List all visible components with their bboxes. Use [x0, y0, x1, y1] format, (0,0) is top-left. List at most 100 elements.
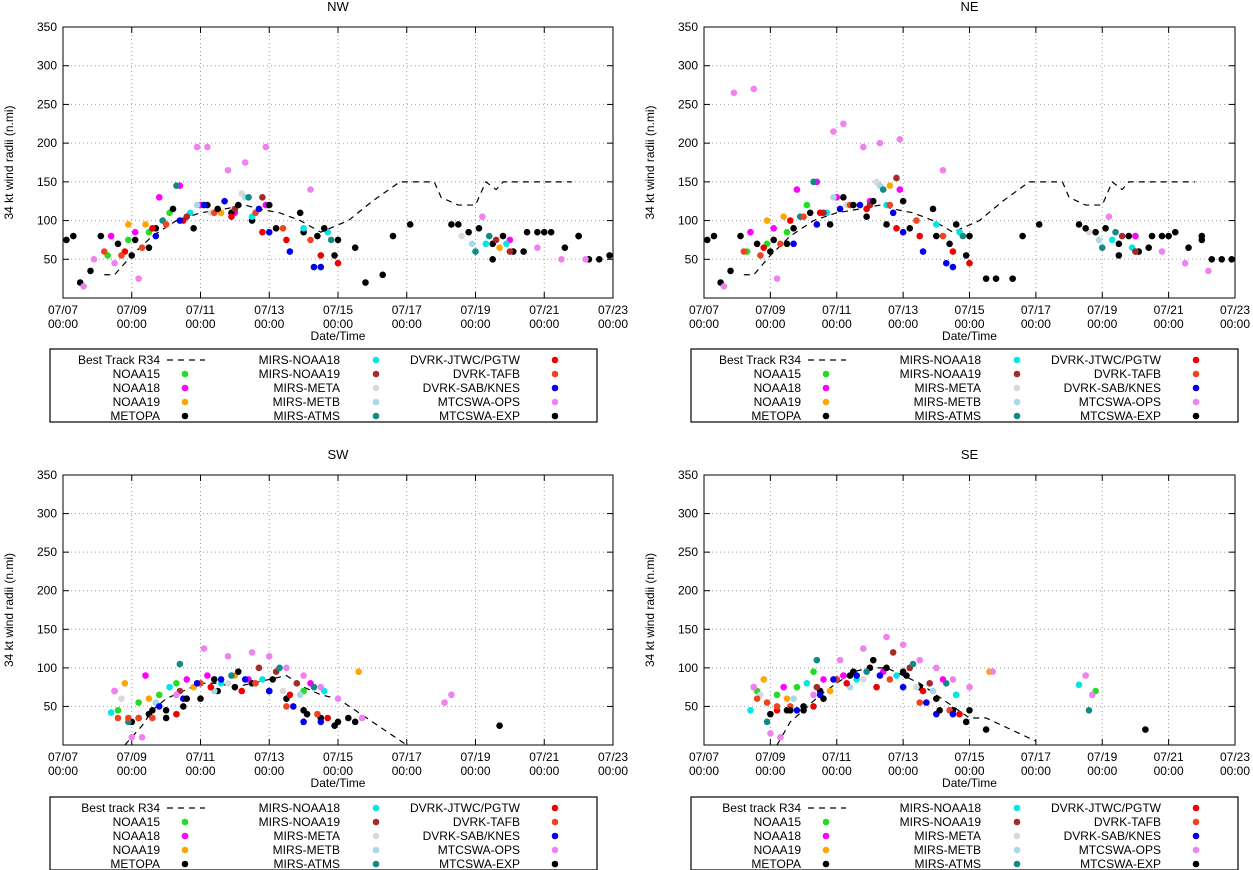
legend-swatch [1013, 398, 1021, 406]
data-point-dvrk-tafb [149, 714, 156, 722]
data-point-mtcswa-exp [87, 267, 94, 275]
plot-data [63, 143, 613, 290]
plot-data [747, 633, 1149, 745]
legend-swatch [372, 384, 380, 392]
data-point-mtcswa-exp [962, 718, 970, 726]
chart-panel-ne: NE5010015020025030035007/0700:0007/0900:… [643, 0, 1250, 423]
legend-swatch [372, 832, 380, 840]
x-tick-label: 07/21 [1154, 750, 1184, 764]
data-point-mtcswa-exp [1148, 232, 1156, 240]
data-point-dvrk-jtwc-pgtw [259, 228, 266, 236]
x-tick-label: 07/07 [48, 303, 78, 317]
legend-label: Best track R34 [81, 801, 160, 815]
data-point-metopa [1142, 726, 1149, 733]
data-point-dvrk-tafb [162, 221, 170, 228]
data-point-mtcswa-ops [90, 255, 98, 263]
data-point-metopa [1158, 232, 1166, 240]
data-point-mtcswa-exp [936, 706, 943, 714]
data-point-dvrk-sab-knes [949, 263, 957, 271]
data-point-mtcswa-ops [1082, 672, 1089, 679]
legend-label: MTCSWA-EXP [1080, 857, 1161, 870]
data-point-dvrk-tafb [916, 699, 924, 706]
data-point-dvrk-sab-knes [793, 706, 801, 714]
data-point-mtcswa-ops [750, 683, 758, 691]
data-point-dvrk-jtwc-pgtw [843, 679, 851, 687]
y-tick-label: 250 [37, 97, 57, 111]
data-point-mtcswa-exp [786, 706, 794, 714]
data-point-metopa [840, 194, 847, 201]
legend-swatch [1192, 846, 1200, 854]
x-tick-sublabel: 00:00 [1154, 317, 1184, 331]
data-point-dvrk-sab-knes [241, 676, 249, 683]
data-point-mtcswa-ops [1088, 691, 1096, 699]
data-point-metopa [345, 714, 352, 722]
data-point-noaa18 [142, 672, 149, 679]
legend-label: METOPA [751, 409, 801, 423]
legend-label: MIRS-META [274, 381, 340, 395]
x-tick-label: 07/17 [1021, 303, 1051, 317]
data-point-dvrk-jtwc-pgtw [810, 703, 817, 710]
data-point-noaa19 [886, 182, 894, 190]
data-point-mtcswa-exp [303, 710, 311, 718]
y-tick-label: 250 [678, 545, 698, 559]
data-point-metopa [465, 228, 472, 236]
data-point-mtcswa-ops [479, 213, 486, 220]
legend-swatch [1013, 384, 1021, 392]
legend-label: METOPA [110, 857, 160, 870]
legend-label: DVRK-JTWC/PGTW [1051, 801, 1162, 815]
data-point-mtcswa-exp [210, 676, 218, 683]
data-point-mtcswa-ops [1158, 248, 1166, 255]
legend-label: DVRK-SAB/KNES [1064, 829, 1161, 843]
data-point-mirs-noaa19 [813, 683, 821, 691]
data-point-dvrk-jtwc-pgtw [324, 714, 331, 722]
data-point-mtcswa-exp [903, 672, 910, 679]
data-point-mtcswa-ops [916, 656, 924, 664]
x-tick-label: 07/07 [689, 303, 719, 317]
data-point-mtcswa-exp [575, 232, 582, 240]
x-tick-sublabel: 00:00 [689, 764, 719, 778]
data-point-mtcswa-ops [138, 733, 146, 741]
legend-label: MTCSWA-EXP [439, 857, 520, 870]
y-tick-label: 300 [678, 59, 698, 73]
legend-swatch [181, 370, 189, 378]
x-tick-sublabel: 00:00 [598, 317, 628, 331]
y-tick-label: 350 [678, 468, 698, 482]
data-point-mtcswa-exp [1165, 232, 1172, 240]
legend-label: NOAA15 [754, 815, 802, 829]
x-tick-sublabel: 00:00 [822, 764, 852, 778]
data-point-mtcswa-exp [320, 225, 328, 232]
legend-swatch [551, 412, 559, 420]
data-point-mtcswa-exp [331, 722, 338, 730]
data-point-dvrk-sab-knes [856, 201, 864, 209]
x-tick-label: 07/21 [529, 303, 559, 317]
data-point-mtcswa-ops [317, 683, 325, 691]
data-point-metopa [946, 240, 953, 248]
data-point-mirs-atms [1085, 706, 1093, 714]
y-axis-label: 34 kt wind radii (n.mi) [2, 105, 16, 219]
legend-label: DVRK-TAFB [453, 815, 520, 829]
data-point-noaa19 [125, 221, 132, 228]
data-point-dvrk-sab-knes [155, 703, 163, 710]
legend-label: NOAA18 [754, 829, 802, 843]
legend-swatch [372, 370, 380, 378]
data-point-mtcswa-exp [296, 209, 304, 217]
data-point-mtcswa-ops [989, 668, 997, 676]
x-tick-sublabel: 00:00 [323, 764, 353, 778]
data-point-mirs-atms [863, 668, 870, 676]
x-tick-label: 07/13 [888, 750, 918, 764]
data-point-dvrk-sab-knes [813, 221, 821, 228]
data-point-noaa15 [793, 683, 801, 691]
best-track-line [743, 180, 1196, 276]
data-point-dvrk-tafb [252, 679, 259, 687]
legend-label: MIRS-ATMS [915, 857, 981, 870]
x-tick-sublabel: 00:00 [117, 317, 147, 331]
data-point-dvrk-tafb [757, 252, 764, 259]
y-axis-label: 34 kt wind radii (n.mi) [643, 105, 657, 219]
data-point-mtcswa-ops [307, 186, 314, 193]
data-point-metopa [406, 221, 414, 228]
data-point-mirs-noaa18 [300, 225, 307, 232]
legend-swatch [822, 860, 830, 868]
data-point-mirs-noaa19 [506, 248, 514, 255]
data-point-metopa [180, 703, 187, 710]
data-point-metopa [883, 664, 890, 672]
